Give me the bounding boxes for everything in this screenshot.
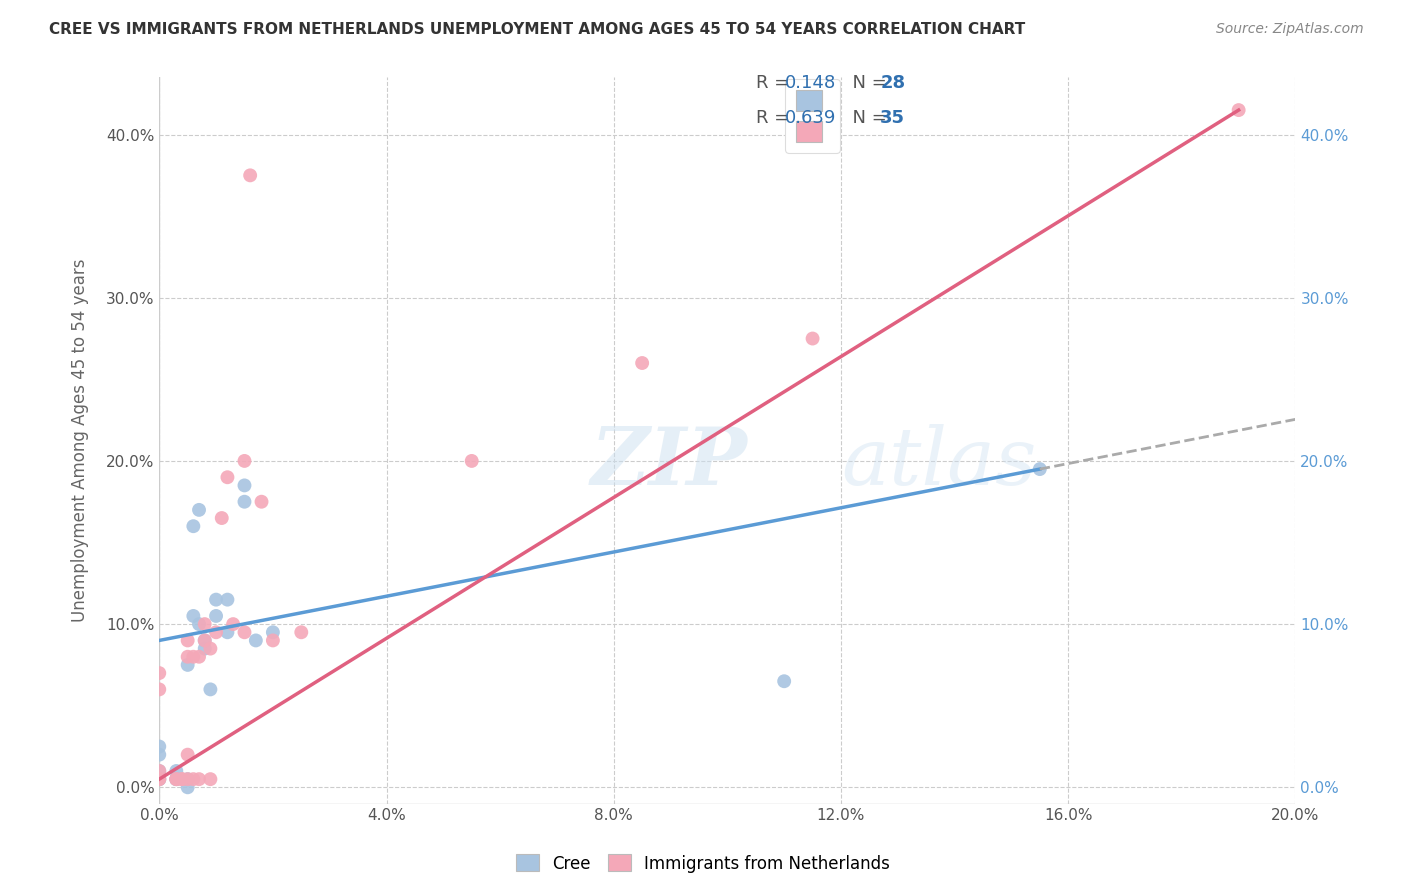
Point [148,739,170,754]
Text: 0.148: 0.148 [785,74,835,92]
Point [170,772,193,786]
Point [801,332,824,346]
Point [188,649,211,664]
Point [211,511,233,525]
Point [183,519,205,533]
Point [148,772,170,786]
Point [176,772,198,786]
Point [148,666,170,681]
Point [194,633,217,648]
Point [233,454,256,468]
Point [245,633,267,648]
Point [165,772,187,786]
Point [176,649,198,664]
Point [205,592,228,607]
Point [176,657,198,672]
Point [290,625,312,640]
Point [217,470,239,484]
Point [188,617,211,632]
Point [262,633,284,648]
Text: R =: R = [756,109,796,127]
Point [200,641,222,656]
Point [176,747,198,762]
Legend: , : , [786,79,839,153]
Text: N =: N = [841,74,893,92]
Point [200,772,222,786]
Point [165,772,187,786]
Point [233,478,256,492]
Point [233,625,256,640]
Y-axis label: Unemployment Among Ages 45 to 54 years: Unemployment Among Ages 45 to 54 years [72,259,89,623]
Text: Source: ZipAtlas.com: Source: ZipAtlas.com [1216,22,1364,37]
Point [148,764,170,778]
Point [148,772,170,786]
Point [165,764,187,778]
Text: 28: 28 [880,74,905,92]
Point [165,772,187,786]
Text: N =: N = [841,109,893,127]
Point [1029,462,1052,476]
Text: ZIP: ZIP [591,424,748,501]
Point [239,169,262,183]
Point [250,494,273,508]
Point [183,609,205,624]
Point [148,747,170,762]
Point [176,780,198,795]
Point [148,682,170,697]
Point [183,772,205,786]
Point [183,649,205,664]
Point [233,494,256,508]
Point [205,625,228,640]
Point [176,772,198,786]
Point [217,625,239,640]
Point [200,682,222,697]
Point [170,772,193,786]
Text: R =: R = [756,74,796,92]
Point [222,617,245,632]
Point [165,772,187,786]
Text: CREE VS IMMIGRANTS FROM NETHERLANDS UNEMPLOYMENT AMONG AGES 45 TO 54 YEARS CORRE: CREE VS IMMIGRANTS FROM NETHERLANDS UNEM… [49,22,1025,37]
Point [176,633,198,648]
Point [188,772,211,786]
Point [194,617,217,632]
Point [217,592,239,607]
Point [194,633,217,648]
Text: atlas: atlas [841,424,1036,501]
Point [188,503,211,517]
Point [194,641,217,656]
Point [148,772,170,786]
Point [148,772,170,786]
Point [262,625,284,640]
Text: 0.639: 0.639 [785,109,837,127]
Point [631,356,654,370]
Point [148,764,170,778]
Legend: Cree, Immigrants from Netherlands: Cree, Immigrants from Netherlands [509,847,897,880]
Point [1227,103,1250,117]
Point [205,609,228,624]
Text: 35: 35 [880,109,905,127]
Point [461,454,484,468]
Point [773,674,796,689]
